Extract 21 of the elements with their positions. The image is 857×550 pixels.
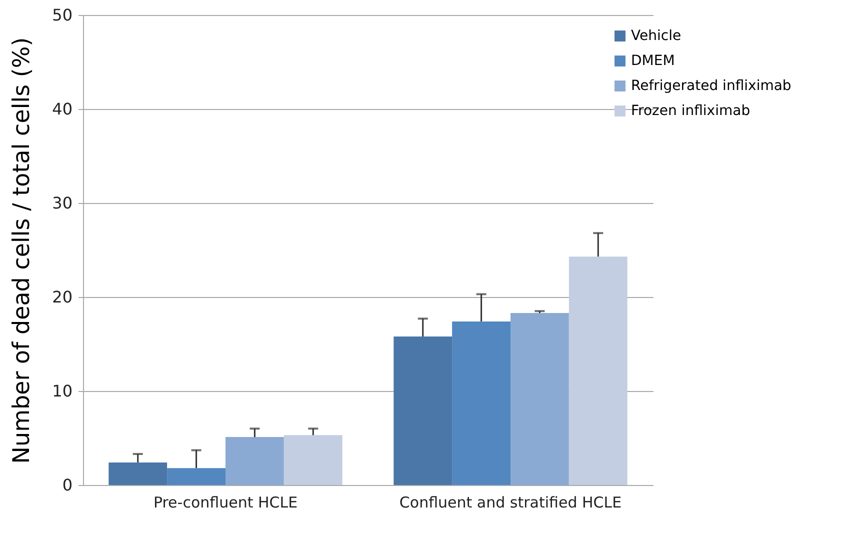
legend-label: Frozen infliximab xyxy=(631,103,750,119)
y-tick-label: 30 xyxy=(52,194,72,212)
y-axis-title: Number of dead cells / total cells (%) xyxy=(9,37,36,464)
bar xyxy=(284,435,342,485)
bar xyxy=(568,256,628,485)
bar xyxy=(226,437,284,485)
bar xyxy=(167,468,226,485)
legend-label: DMEM xyxy=(631,53,675,69)
y-tick-label: 0 xyxy=(62,476,72,494)
legend-label: Vehicle xyxy=(631,28,682,44)
x-tick-label: Pre-confluent HCLE xyxy=(153,494,298,512)
bar xyxy=(108,462,168,485)
bar xyxy=(394,336,452,485)
y-tick-label: 40 xyxy=(52,100,72,118)
y-tick-label: 20 xyxy=(52,288,72,306)
bar xyxy=(510,312,569,485)
bar xyxy=(452,321,510,485)
y-tick-label: 50 xyxy=(52,6,72,24)
x-tick-label: Confluent and stratified HCLE xyxy=(399,494,622,512)
legend-label: Refrigerated infliximab xyxy=(631,78,792,94)
y-tick-label: 10 xyxy=(52,382,72,400)
